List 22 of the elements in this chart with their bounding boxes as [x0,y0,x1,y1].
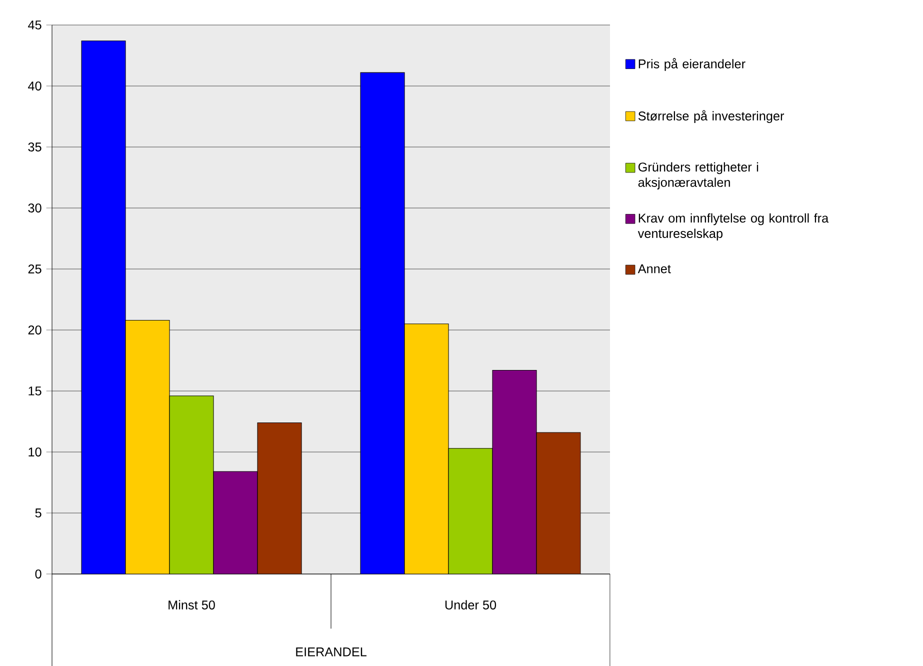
legend-label: Størrelse på investeringer [638,110,784,123]
bar [214,472,258,574]
bar [492,370,537,574]
y-tick-label: 20 [28,326,42,334]
legend-label: Annet [638,264,671,274]
y-tick-label: 45 [28,20,42,30]
y-tick-label: 0 [35,570,42,578]
legend-label: Gründers rettigheter i aksjonæravtalen [638,162,758,190]
y-tick-label: 25 [28,264,42,274]
y-tick-label: 15 [28,386,42,396]
y-tick-label: 5 [35,508,42,518]
y-tick-label: 35 [28,142,42,152]
legend-label: Krav om innflytelse og kontroll fra ventureselskap [638,213,829,240]
y-tick-label: 30 [28,204,42,212]
y-tick-label: 10 [28,448,42,456]
x-tick-label: Under 50 [445,600,496,610]
bar [448,448,493,574]
legend-label: Pris på eierandeler [638,58,746,71]
bar [170,396,214,574]
x-tick-label: Minst 50 [168,600,215,610]
x-axis-title: EIERANDEL [296,648,366,656]
y-tick-label: 40 [28,82,42,90]
